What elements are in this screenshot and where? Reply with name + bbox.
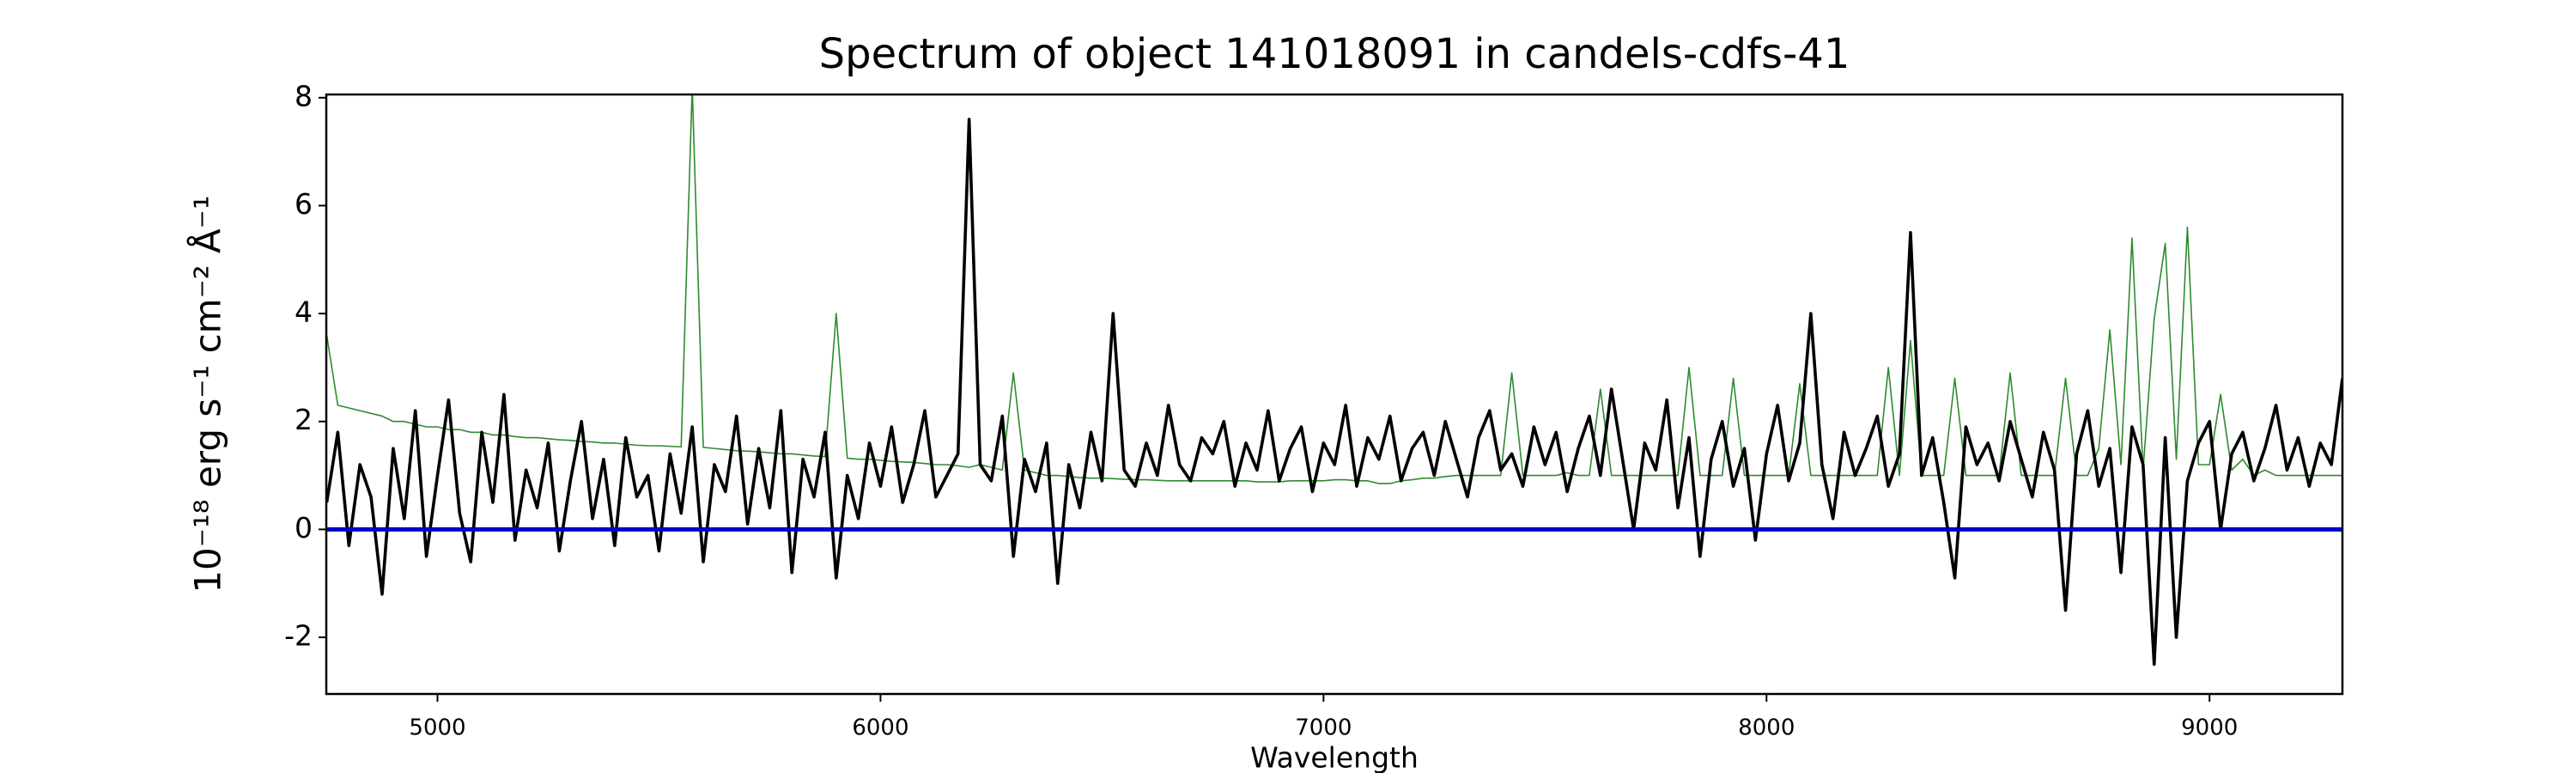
x-tick-label: 6000 bbox=[852, 715, 908, 741]
x-tick-label: 7000 bbox=[1295, 715, 1352, 741]
y-tick-label: 6 bbox=[295, 187, 313, 221]
x-tick-label: 5000 bbox=[409, 715, 465, 741]
y-tick-label: -2 bbox=[284, 619, 313, 653]
y-tick-label: 0 bbox=[295, 511, 313, 545]
y-tick-label: 4 bbox=[295, 295, 313, 329]
y-axis-label: 10⁻¹⁸ erg s⁻¹ cm⁻² Å⁻¹ bbox=[186, 195, 229, 593]
x-axis-label: Wavelength bbox=[1250, 741, 1419, 773]
spectrum-line bbox=[326, 94, 2342, 484]
x-tick-label: 8000 bbox=[1738, 715, 1795, 741]
y-tick-label: 8 bbox=[295, 79, 313, 113]
plot-frame bbox=[325, 93, 2344, 696]
plot-area bbox=[326, 94, 2342, 666]
chart-title: Spectrum of object 141018091 in candels-… bbox=[819, 30, 1850, 78]
y-tick-label: 2 bbox=[295, 403, 313, 436]
x-tick-label: 9000 bbox=[2181, 715, 2238, 741]
spectrum-line bbox=[326, 118, 2342, 666]
